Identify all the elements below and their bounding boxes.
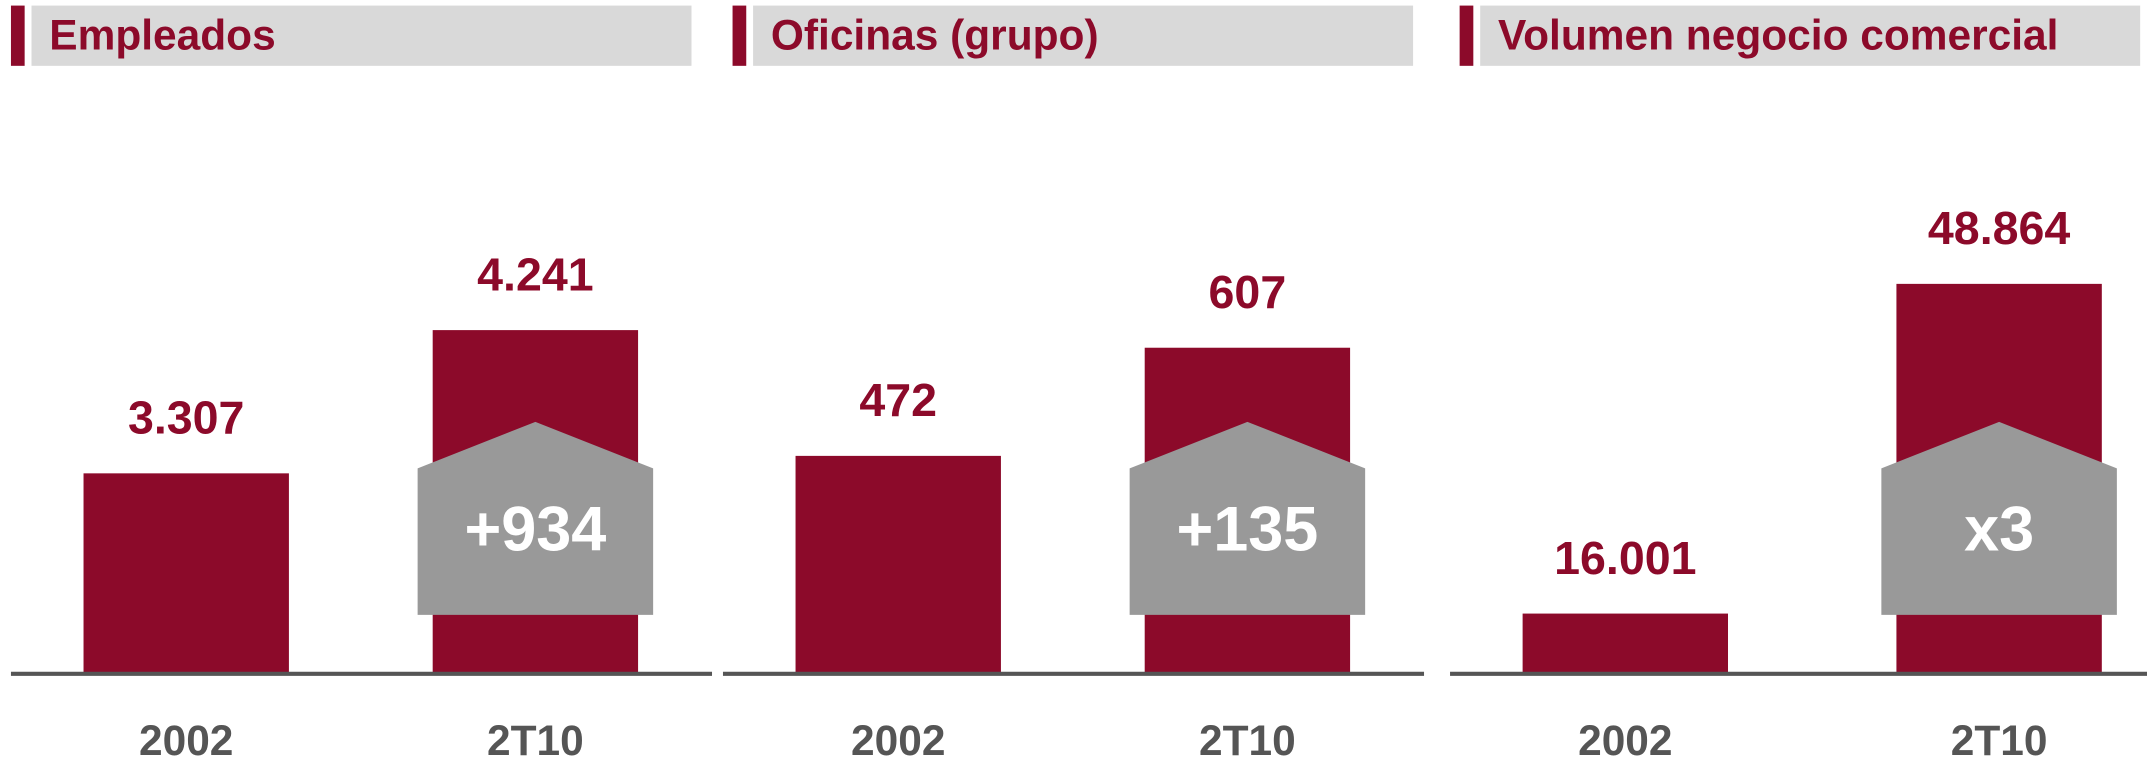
category-label: 2002	[139, 717, 233, 764]
category-label: 2002	[851, 717, 945, 764]
annotation: +934	[464, 495, 606, 565]
annotation: +135	[1176, 495, 1318, 565]
chart-title: Volumen negocio comercial	[1498, 12, 2058, 59]
title-accent	[10, 5, 25, 66]
title-background	[753, 5, 1414, 66]
value-label: 607	[1209, 266, 1287, 318]
title-accent	[1459, 5, 1474, 66]
chart-title: Empleados	[49, 12, 275, 59]
annotation-shape	[1129, 421, 1366, 615]
annotation-shape	[1881, 421, 2117, 615]
title-accent	[732, 5, 747, 66]
value-label: 4.241	[477, 248, 593, 300]
annotation-shape	[417, 421, 654, 615]
value-label: 48.864	[1928, 202, 2070, 254]
value-label: 472	[859, 374, 937, 426]
value-label: 16.001	[1554, 532, 1696, 584]
title-background	[31, 5, 692, 66]
category-label: 2T10	[1199, 717, 1296, 764]
title-background	[1480, 5, 2141, 66]
bar	[1522, 613, 1729, 674]
value-label: 3.307	[128, 392, 244, 444]
annotation: x3	[1964, 495, 2034, 565]
bar	[795, 455, 1001, 674]
category-label: 2002	[1578, 717, 1672, 764]
bar	[83, 473, 289, 674]
category-label: 2T10	[1951, 717, 2048, 764]
category-label: 2T10	[487, 717, 584, 764]
chart-title: Oficinas (grupo)	[771, 12, 1099, 59]
